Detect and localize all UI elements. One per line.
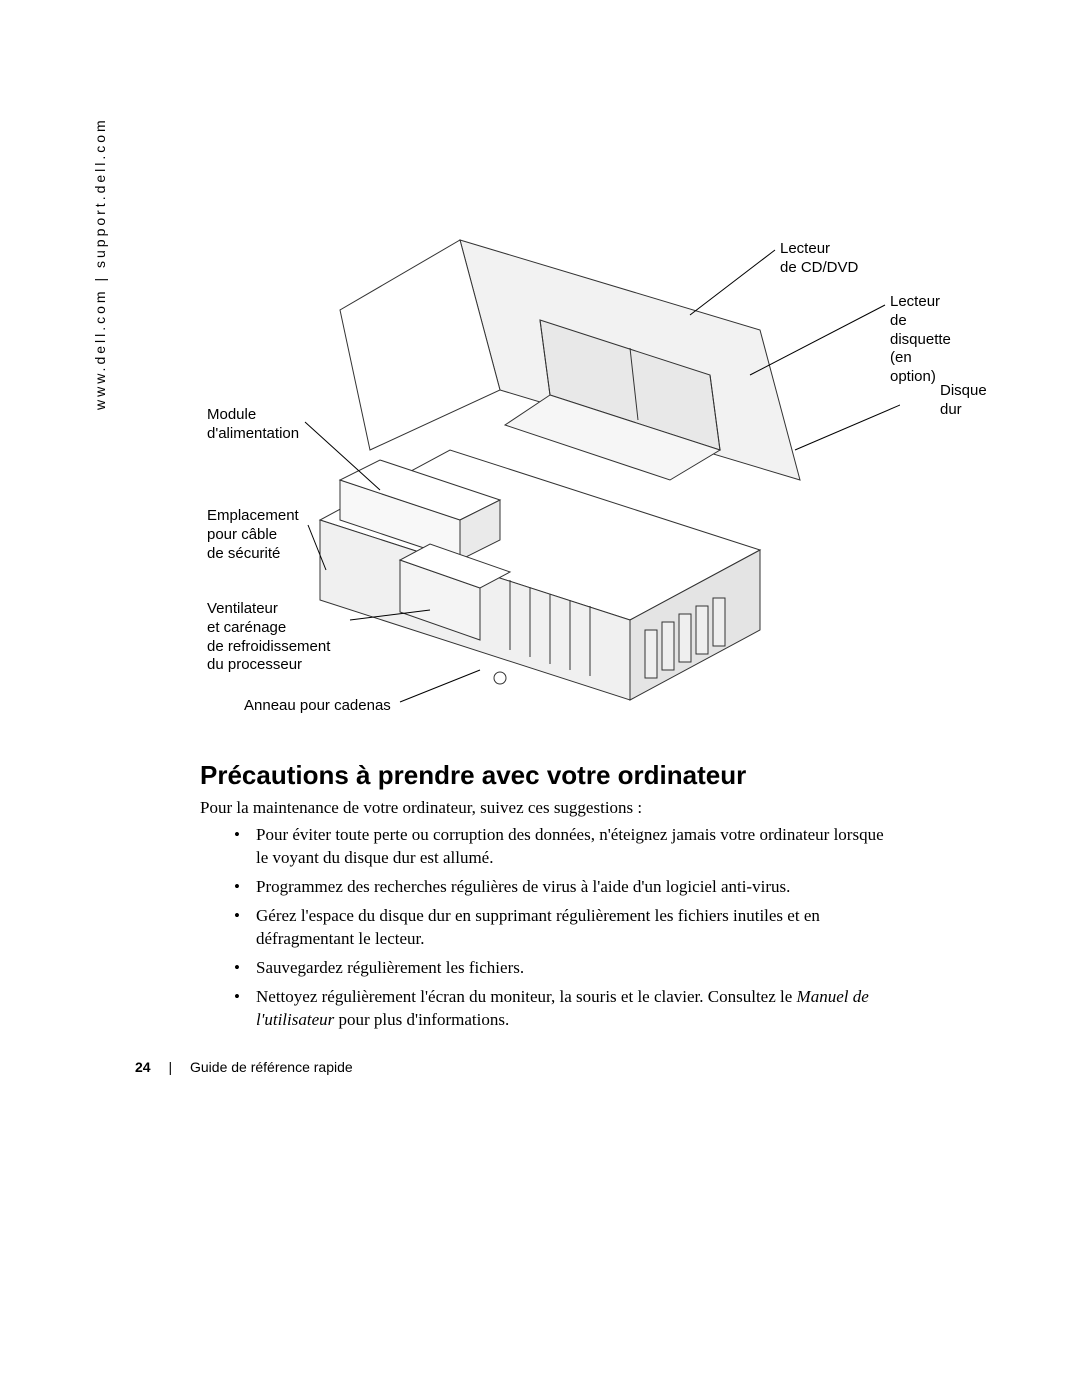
callout-psu: Moduled'alimentation	[207, 406, 299, 444]
footer-doc-title: Guide de référence rapide	[190, 1059, 353, 1075]
footer-separator: |	[168, 1059, 172, 1075]
list-item: Gérez l'espace du disque dur en supprima…	[228, 905, 888, 951]
callout-fan: Ventilateuret carénagede refroidissement…	[207, 600, 330, 675]
callout-sec-slot: Emplacementpour câblede sécurité	[207, 507, 299, 563]
callout-floppy: Lecteur de disquette(en option)	[890, 293, 951, 387]
callout-padlock: Anneau pour cadenas	[244, 697, 391, 716]
page-number: 24	[135, 1059, 151, 1075]
computer-diagram: Lecteurde CD/DVD Lecteur de disquette(en…	[200, 220, 900, 740]
intro-paragraph: Pour la maintenance de votre ordinateur,…	[200, 798, 642, 818]
precautions-list: Pour éviter toute perte ou corruption de…	[228, 824, 888, 1038]
page-footer: 24 | Guide de référence rapide	[135, 1059, 353, 1075]
callout-cd-dvd: Lecteurde CD/DVD	[780, 240, 858, 278]
list-item: Programmez des recherches régulières de …	[228, 876, 888, 899]
section-heading: Précautions à prendre avec votre ordinat…	[200, 760, 746, 791]
list-item: Sauvegardez régulièrement les fichiers.	[228, 957, 888, 980]
callout-hdd: Disque dur	[940, 382, 987, 420]
sidebar-url: www.dell.com | support.dell.com	[92, 117, 108, 410]
list-item: Pour éviter toute perte ou corruption de…	[228, 824, 888, 870]
list-item: Nettoyez régulièrement l'écran du monite…	[228, 986, 888, 1032]
